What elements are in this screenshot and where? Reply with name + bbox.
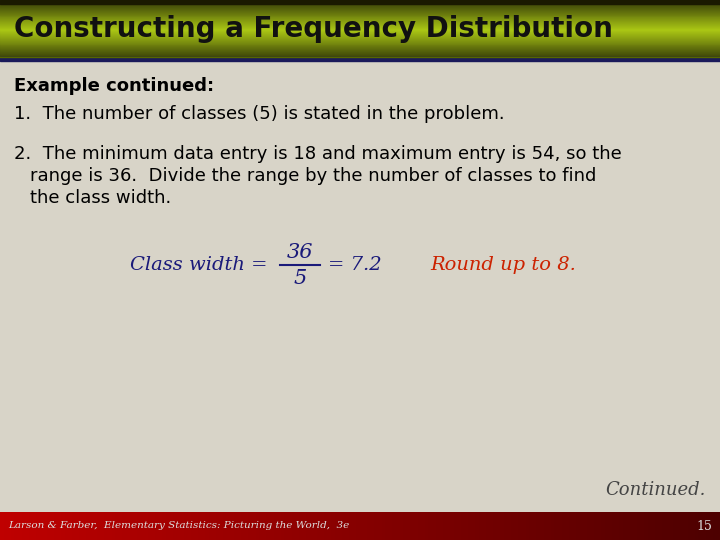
Bar (0, 51, 720, 52)
Bar (0, 5, 720, 6)
Bar (0, 7, 720, 8)
Bar (0, 22, 720, 23)
Text: Class width =: Class width = (130, 256, 274, 274)
Bar (0, 56, 720, 57)
Text: the class width.: the class width. (30, 189, 171, 207)
Text: 5: 5 (293, 268, 307, 287)
Bar (0, 50, 720, 51)
Bar (0, 55, 720, 56)
Bar (0, 17, 720, 18)
Bar (0, 10, 720, 11)
Bar (0, 60, 720, 512)
Bar (0, 12, 720, 14)
Bar (0, 23, 720, 24)
Bar (0, 6, 720, 7)
Text: 15: 15 (696, 519, 712, 532)
Bar (0, 43, 720, 44)
Text: Constructing a Frequency Distribution: Constructing a Frequency Distribution (14, 15, 613, 43)
Text: 2.  The minimum data entry is 18 and maximum entry is 54, so the: 2. The minimum data entry is 18 and maxi… (14, 145, 622, 163)
Bar (0, 9, 720, 10)
Bar (0, 57, 720, 58)
Bar (0, 31, 720, 32)
Bar (0, 44, 720, 45)
Bar (0, 33, 720, 34)
Bar (0, 21, 720, 22)
Bar (0, 4, 720, 5)
Bar (0, 36, 720, 37)
Text: Larson & Farber,  Elementary Statistics: Picturing the World,  3e: Larson & Farber, Elementary Statistics: … (8, 522, 349, 530)
Text: Round up to 8.: Round up to 8. (430, 256, 576, 274)
Bar (0, 29, 720, 30)
Bar (0, 34, 720, 35)
Bar (0, 2, 720, 3)
Bar (0, 24, 720, 25)
Bar (0, 45, 720, 46)
Bar (0, 53, 720, 54)
Bar (0, 19, 720, 21)
Bar (0, 38, 720, 39)
Bar (0, 39, 720, 40)
Bar (0, 25, 720, 26)
Bar (0, 48, 720, 49)
Bar (0, 30, 720, 31)
Bar (0, 16, 720, 17)
Bar (0, 3, 720, 4)
Bar (0, 11, 720, 12)
Bar (0, 32, 720, 33)
Text: 36: 36 (287, 242, 313, 261)
Bar (0, 37, 720, 38)
Bar (0, 49, 720, 50)
Bar (0, 28, 720, 29)
Text: Example continued:: Example continued: (14, 77, 214, 95)
Bar (0, 0, 720, 4)
Bar (0, 15, 720, 16)
Text: Continued.: Continued. (606, 481, 706, 499)
Bar (0, 14, 720, 15)
Bar (0, 1, 720, 2)
Bar (0, 42, 720, 43)
Text: = 7.2: = 7.2 (328, 256, 382, 274)
Text: range is 36.  Divide the range by the number of classes to find: range is 36. Divide the range by the num… (30, 167, 596, 185)
Bar (0, 57, 720, 61)
Bar (0, 46, 720, 48)
Bar (0, 26, 720, 27)
Bar (0, 40, 720, 42)
Bar (0, 35, 720, 36)
Bar (0, 52, 720, 53)
Text: 1.  The number of classes (5) is stated in the problem.: 1. The number of classes (5) is stated i… (14, 105, 505, 123)
Bar (0, 54, 720, 55)
Bar (0, 0, 720, 1)
Bar (0, 8, 720, 9)
Bar (0, 18, 720, 19)
Bar (0, 27, 720, 28)
